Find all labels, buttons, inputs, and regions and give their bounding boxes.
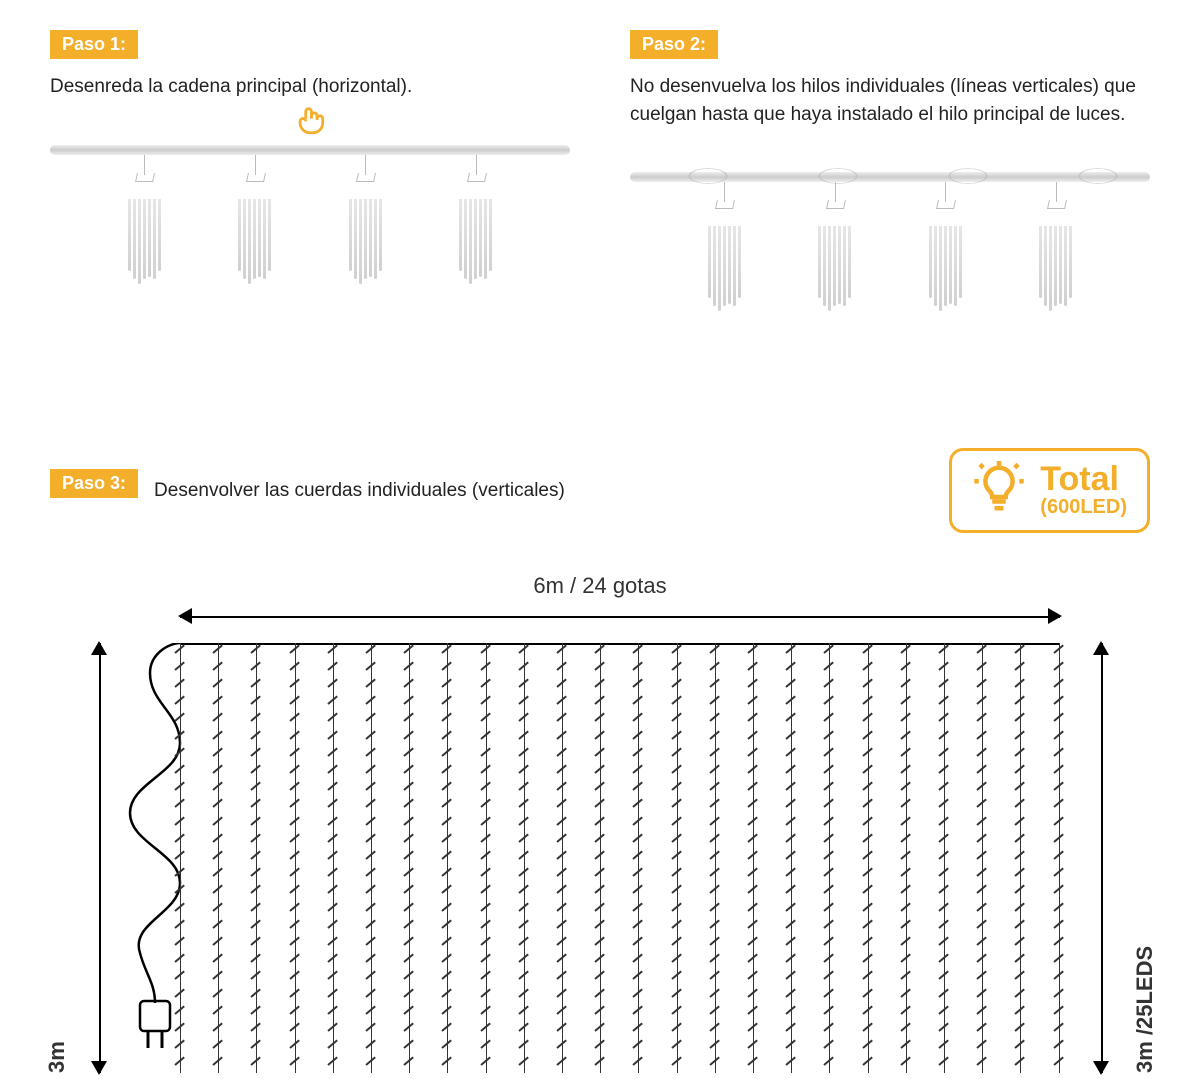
vertical-drop — [753, 643, 754, 1073]
curtain-diagram: 6m / 24 gotas 3m 3m /25LEDS — [50, 573, 1150, 1073]
vertical-drop — [1059, 643, 1060, 1073]
total-title: Total — [1040, 462, 1127, 496]
vertical-drop — [256, 643, 257, 1073]
wire-bundle — [238, 155, 271, 284]
horizontal-rod-with-wire — [630, 172, 1150, 182]
vertical-drop — [295, 643, 296, 1073]
height-right-arrow — [1090, 643, 1112, 1073]
height-left-label: 3m — [44, 643, 70, 1073]
vertical-drop — [218, 643, 219, 1073]
step-1-illustration — [50, 131, 570, 331]
vertical-drop — [982, 643, 983, 1073]
step-1-badge: Paso 1: — [50, 30, 138, 59]
lightbulb-icon — [972, 461, 1026, 520]
vertical-drop — [486, 643, 487, 1073]
wire-bundle — [708, 182, 741, 311]
vertical-drop — [600, 643, 601, 1073]
step-2: Paso 2: No desenvuelva los hilos individ… — [630, 30, 1150, 358]
vertical-drop — [715, 643, 716, 1073]
vertical-drop — [944, 643, 945, 1073]
step-2-description: No desenvuelva los hilos individuales (l… — [630, 73, 1150, 128]
vertical-drop — [829, 643, 830, 1073]
wire-bundle — [128, 155, 161, 284]
width-dimension-label: 6m / 24 gotas — [50, 573, 1150, 599]
vertical-drop — [180, 643, 181, 1073]
vertical-drop — [371, 643, 372, 1073]
step-3-badge: Paso 3: — [50, 469, 138, 498]
step-1: Paso 1: Desenreda la cadena principal (h… — [50, 30, 570, 358]
step-3-header: Paso 3: Desenvolver las cuerdas individu… — [50, 448, 1150, 533]
total-subtitle: (600LED) — [1040, 496, 1127, 519]
vertical-drop — [791, 643, 792, 1073]
height-left-arrow — [88, 643, 110, 1073]
light-curtain-grid — [180, 643, 1060, 1073]
vertical-drop — [409, 643, 410, 1073]
steps-top-row: Paso 1: Desenreda la cadena principal (h… — [50, 30, 1150, 358]
step-2-illustration — [630, 158, 1150, 358]
step-1-description: Desenreda la cadena principal (horizonta… — [50, 73, 570, 101]
vertical-drop — [1020, 643, 1021, 1073]
horizontal-rod — [50, 145, 570, 155]
vertical-drop — [638, 643, 639, 1073]
wire-bundle — [929, 182, 962, 311]
total-led-card: Total (600LED) — [949, 448, 1150, 533]
wire-bundle — [459, 155, 492, 284]
wire-bundle — [349, 155, 382, 284]
wire-bundle — [1039, 182, 1072, 311]
wire-bundle — [818, 182, 851, 311]
vertical-drop — [524, 643, 525, 1073]
step-3-description: Desenvolver las cuerdas individuales (ve… — [154, 477, 565, 505]
vertical-drop — [562, 643, 563, 1073]
width-dimension-arrow — [180, 605, 1060, 627]
vertical-drop — [677, 643, 678, 1073]
vertical-drop — [906, 643, 907, 1073]
vertical-drop — [333, 643, 334, 1073]
vertical-drop — [868, 643, 869, 1073]
step-2-badge: Paso 2: — [630, 30, 718, 59]
height-right-label: 3m /25LEDS — [1132, 643, 1158, 1073]
vertical-drop — [447, 643, 448, 1073]
hand-pointer-icon — [293, 103, 327, 142]
